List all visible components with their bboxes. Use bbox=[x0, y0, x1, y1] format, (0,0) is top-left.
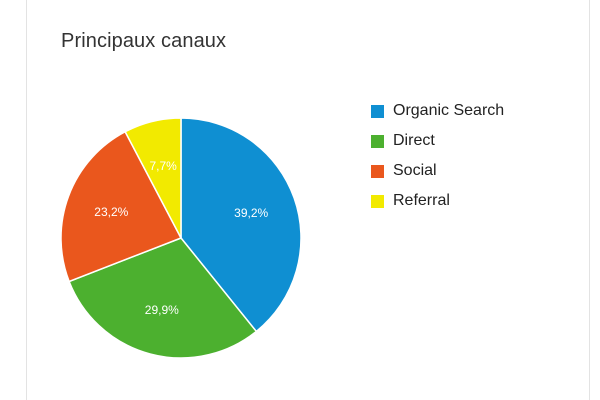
legend-label-social: Social bbox=[393, 162, 437, 179]
pie-label-referral: 7,7% bbox=[149, 159, 177, 173]
pie-label-social: 23,2% bbox=[94, 205, 128, 219]
chart-title: Principaux canaux bbox=[61, 30, 227, 52]
legend-item-direct[interactable]: Direct bbox=[371, 126, 504, 156]
legend-label-direct: Direct bbox=[393, 132, 435, 149]
legend-label-organic-search: Organic Search bbox=[393, 102, 505, 119]
legend-swatch-organic-search bbox=[371, 104, 384, 118]
legend-item-organic-search[interactable]: Organic Search bbox=[371, 96, 504, 126]
pie-chart: 39,2% 29,9% 23,2% 7,7% bbox=[60, 117, 302, 359]
legend-swatch-referral bbox=[371, 194, 384, 208]
pie-slice-referral[interactable] bbox=[124, 117, 182, 239]
pie-slice-direct[interactable] bbox=[68, 237, 258, 359]
legend-item-referral[interactable]: Referral bbox=[371, 186, 504, 216]
legend-item-social[interactable]: Social bbox=[371, 156, 504, 186]
legend: Organic Search Direct Social Referral bbox=[371, 96, 504, 216]
pie-label-direct: 29,9% bbox=[145, 303, 179, 317]
legend-label-referral: Referral bbox=[393, 192, 450, 209]
legend-swatch-social bbox=[371, 164, 384, 178]
pie-label-organic-search: 39,2% bbox=[234, 206, 268, 220]
chart-card: Principaux canaux 39,2% 29,9% 23,2% 7,7% Or… bbox=[26, 0, 590, 400]
pie-slice-social[interactable] bbox=[60, 130, 183, 283]
legend-swatch-direct bbox=[371, 134, 384, 148]
pie-slice-organic-search[interactable] bbox=[180, 117, 302, 333]
